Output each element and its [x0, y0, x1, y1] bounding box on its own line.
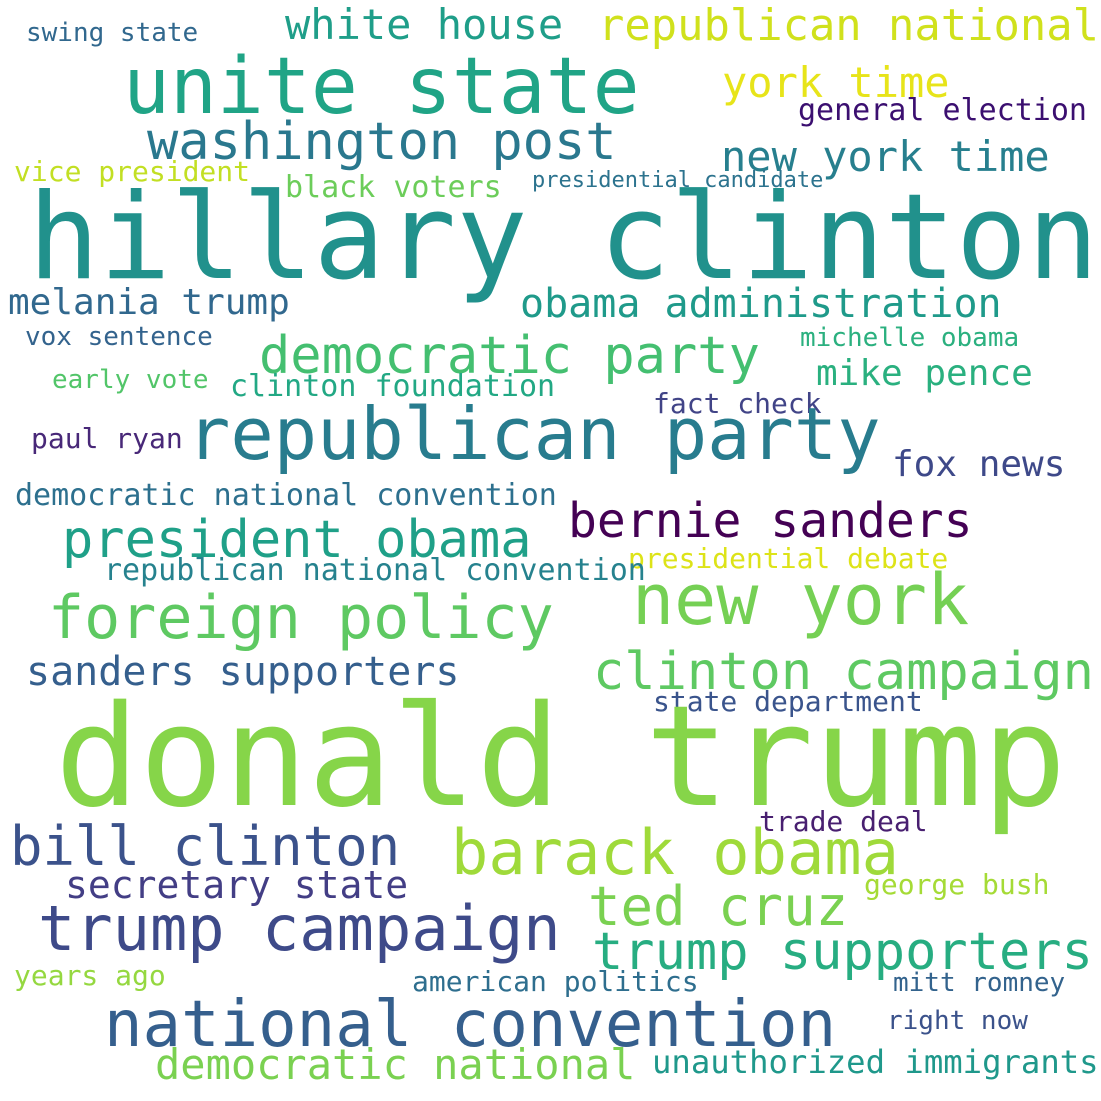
- word-fact-check: fact check: [653, 387, 822, 420]
- word-presidential-debate: presidential debate: [628, 542, 949, 575]
- word-national-convention: national convention: [104, 988, 837, 1062]
- word-paul-ryan: paul ryan: [31, 422, 183, 455]
- word-foreign-policy: foreign policy: [48, 583, 554, 653]
- word-president-obama: president obama: [62, 510, 532, 570]
- word-years-ago: years ago: [14, 959, 166, 992]
- word-ted-cruz: ted cruz: [588, 875, 849, 938]
- word-michelle-obama: michelle obama: [800, 323, 1020, 353]
- word-secretary-state: secretary state: [65, 863, 409, 907]
- word-mike-pence: mike pence: [816, 353, 1033, 394]
- word-obama-administration: obama administration: [520, 281, 1002, 327]
- word-donald-trump: donald trump: [55, 676, 1067, 839]
- word-bill-clinton: bill clinton: [10, 815, 401, 878]
- word-black-voters: black voters: [285, 170, 502, 205]
- word-vice-president: vice president: [14, 155, 251, 188]
- word-democratic-national-convention: democratic national convention: [15, 478, 557, 513]
- word-republican-national: republican national: [598, 0, 1099, 51]
- word-clinton-campaign: clinton campaign: [593, 642, 1094, 702]
- word-state-department: state department: [653, 685, 923, 718]
- word-swing-state: swing state: [26, 18, 199, 48]
- word-american-politics: american politics: [412, 965, 699, 998]
- word-white-house: white house: [285, 0, 564, 49]
- word-fox-news: fox news: [892, 444, 1066, 485]
- word-bernie-sanders: bernie sanders: [568, 493, 973, 549]
- word-democratic-party: democratic party: [259, 326, 760, 386]
- word-mitt-romney: mitt romney: [893, 968, 1066, 998]
- word-sanders-supporters: sanders supporters: [26, 649, 460, 695]
- word-trade-deal: trade deal: [759, 805, 928, 838]
- word-melania-trump: melania trump: [8, 282, 290, 323]
- word-unauthorized-immigrants: unauthorized immigrants: [652, 1043, 1099, 1081]
- word-unite-state: unite state: [123, 42, 640, 132]
- word-republican-party: republican party: [187, 392, 881, 476]
- word-democratic-national: democratic national: [155, 1040, 636, 1089]
- word-general-election: general election: [798, 93, 1087, 128]
- word-early-vote: early vote: [52, 365, 209, 395]
- word-york-time: york time: [722, 58, 950, 107]
- word-vox-sentence: vox sentence: [25, 322, 213, 352]
- word-barack-obama: barack obama: [451, 816, 899, 889]
- word-new-york: new york: [632, 559, 970, 641]
- word-trump-campaign: trump campaign: [38, 892, 561, 965]
- word-new-york-time: new york time: [721, 132, 1050, 181]
- word-clinton-foundation: clinton foundation: [230, 369, 556, 404]
- word-hillary-clinton: hillary clinton: [28, 168, 1099, 306]
- word-washington-post: washington post: [147, 112, 617, 172]
- word-trump-supporters: trump supporters: [592, 922, 1093, 982]
- word-right-now: right now: [887, 1006, 1028, 1036]
- word-republican-national-convention: republican national convention: [104, 553, 646, 588]
- word-presidential-candidate: presidential candidate: [532, 168, 824, 193]
- word-george-bush: george bush: [864, 868, 1050, 901]
